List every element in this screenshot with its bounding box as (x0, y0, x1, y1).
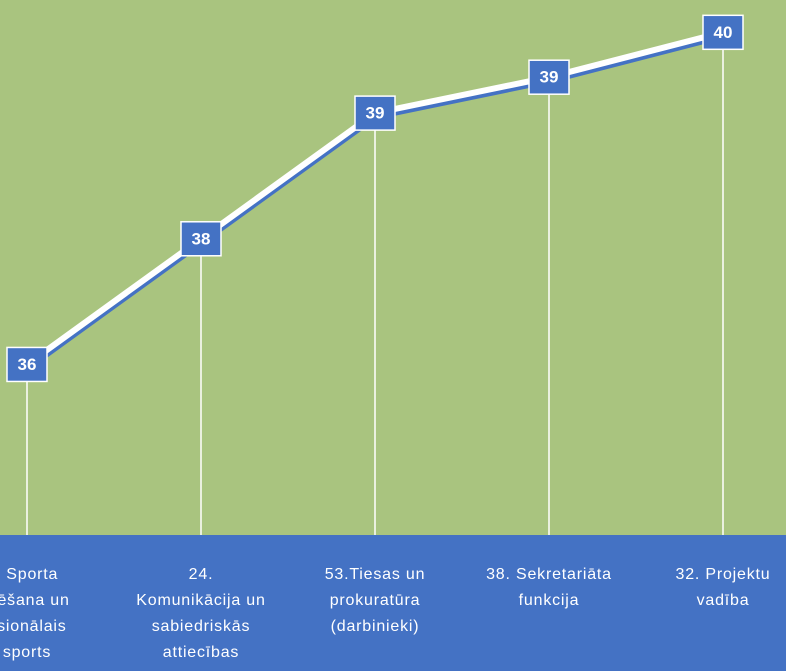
x-tick-label-line: 38. Sekretariāta (486, 566, 612, 583)
data-label: 39 (366, 104, 385, 123)
x-tick-label-line: esionālais (0, 618, 67, 635)
x-tick-label-line: 32. Projektu (676, 566, 771, 583)
data-label: 39 (540, 68, 559, 87)
data-label: 40 (714, 23, 733, 42)
data-label-box (180, 221, 222, 257)
x-tick-label-line: funkcija (519, 592, 580, 609)
x-tick-label-line: attiecības (163, 644, 239, 661)
data-label-box (6, 346, 48, 383)
data-label-box (354, 95, 396, 131)
x-tick-label-line: 24. (189, 566, 214, 583)
data-label-box (702, 14, 744, 51)
data-label-box (528, 59, 570, 95)
x-tick-label-line: sabiedriskās (152, 618, 251, 635)
x-tick-label: . Sporta izēšana un esionālais sports (0, 566, 70, 661)
x-tick-label-line: Komunikācija un (136, 592, 265, 609)
x-tick-label: 53.Tiesas un prokuratūra (darbinieki) (325, 566, 426, 635)
category-band (0, 535, 786, 671)
x-tick-label-line: 53.Tiesas un (325, 566, 426, 583)
x-tick-label-line: prokuratūra (330, 592, 421, 609)
plot-background (0, 0, 786, 535)
x-tick-label-line: sports (3, 644, 51, 661)
x-tick-label-line: izēšana un (0, 592, 70, 609)
x-tick-label: 24. Komunikācija un sabiedriskās attiecības (136, 566, 265, 661)
x-tick-label: 38. Sekretariāta funkcija (486, 566, 612, 609)
data-label: 38 (192, 229, 211, 248)
data-label: 36 (18, 355, 37, 374)
x-tick-label: 32. Projektu vadība (676, 566, 771, 609)
x-tick-label-line: . Sporta (0, 566, 58, 583)
x-tick-label-line: vadība (697, 592, 750, 609)
x-tick-label-line: (darbinieki) (331, 618, 420, 635)
